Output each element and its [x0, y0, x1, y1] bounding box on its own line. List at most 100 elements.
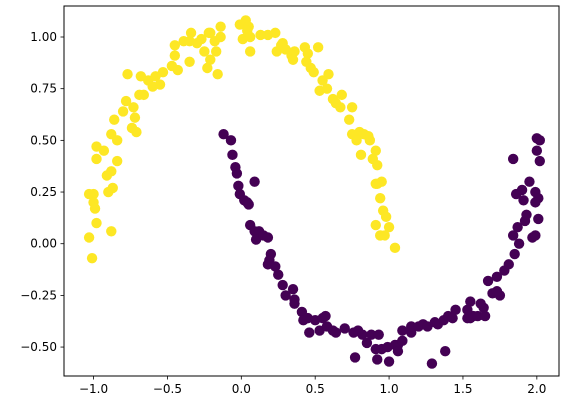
data-point-class-1	[157, 66, 169, 78]
data-point-class-0	[227, 149, 238, 161]
data-point-class-0	[482, 275, 494, 287]
data-point-class-1	[372, 178, 383, 189]
data-point-class-0	[397, 335, 408, 347]
data-point-class-1	[91, 217, 102, 229]
x-axis: −1.0 −0.5 0.0 0.5 1.0 1.5 2.0	[79, 376, 546, 396]
data-point-class-0	[491, 286, 503, 297]
y-tick-label: 0.75	[30, 82, 57, 96]
x-tick-label: −0.5	[153, 382, 182, 396]
x-tick-label: 0.5	[306, 382, 325, 396]
data-point-class-0	[392, 346, 404, 357]
data-point-class-0	[249, 176, 260, 187]
data-point-class-1	[101, 170, 113, 181]
data-point-class-0	[475, 298, 486, 309]
data-point-class-1	[244, 46, 256, 57]
data-point-class-1	[270, 27, 281, 39]
data-point-class-1	[312, 42, 324, 53]
data-point-class-0	[287, 283, 299, 295]
data-point-class-0	[357, 329, 368, 340]
data-point-class-1	[117, 106, 129, 117]
data-point-class-0	[349, 352, 361, 363]
data-point-class-0	[447, 312, 458, 324]
data-point-class-1	[83, 232, 95, 243]
data-point-class-0	[233, 180, 244, 192]
data-point-class-1	[370, 145, 381, 156]
data-point-class-1	[380, 211, 392, 223]
data-point-class-1	[308, 66, 319, 78]
data-point-class-0	[320, 310, 331, 322]
data-point-class-1	[355, 149, 367, 161]
data-point-class-0	[479, 310, 491, 322]
data-point-class-1	[215, 21, 226, 32]
data-point-class-0	[491, 271, 503, 282]
data-point-class-1	[89, 203, 101, 214]
x-tick-label: −1.0	[79, 382, 108, 396]
data-point-class-1	[166, 60, 178, 72]
data-point-class-0	[339, 323, 350, 334]
y-axis: −0.50 −0.25 0.00 0.25 0.50 0.75 1.00	[20, 30, 64, 354]
axes-frame	[63, 5, 560, 377]
data-points	[83, 15, 545, 369]
data-point-class-0	[406, 321, 417, 332]
x-tick-label: 1.0	[380, 382, 399, 396]
data-point-class-1	[128, 102, 139, 113]
data-point-class-0	[397, 325, 408, 336]
data-point-class-1	[129, 112, 141, 123]
data-point-class-0	[465, 296, 476, 307]
data-point-class-1	[120, 95, 132, 107]
data-point-class-1	[203, 27, 215, 39]
data-point-class-1	[111, 135, 123, 146]
data-point-class-1	[91, 153, 102, 165]
data-point-class-0	[503, 259, 514, 270]
x-tick-label: 1.5	[453, 382, 472, 396]
data-point-class-0	[534, 155, 545, 167]
data-point-class-1	[379, 230, 390, 241]
data-point-class-1	[375, 193, 386, 204]
data-point-class-1	[122, 69, 133, 80]
data-point-class-0	[524, 176, 535, 187]
data-point-class-0	[440, 346, 451, 357]
data-point-class-0	[462, 304, 473, 316]
data-point-class-0	[372, 354, 383, 365]
data-point-class-1	[111, 155, 123, 167]
data-point-class-1	[383, 221, 395, 233]
data-point-class-1	[351, 135, 362, 146]
data-point-class-0	[472, 310, 483, 322]
data-point-class-0	[531, 145, 543, 156]
data-point-class-1	[107, 182, 118, 194]
data-point-class-0	[516, 184, 528, 196]
data-point-class-1	[335, 102, 346, 113]
data-point-class-1	[287, 54, 299, 65]
data-point-class-1	[196, 33, 207, 45]
data-point-class-1	[321, 83, 333, 94]
data-point-class-0	[270, 261, 281, 272]
data-point-class-0	[533, 213, 544, 225]
data-point-class-0	[225, 135, 237, 146]
data-point-class-0	[373, 329, 384, 340]
data-point-class-1	[343, 114, 355, 125]
x-tick-label: 2.0	[527, 382, 546, 396]
data-point-class-1	[83, 188, 95, 200]
y-tick-label: 1.00	[30, 30, 57, 44]
data-point-class-1	[370, 219, 381, 231]
data-point-class-1	[185, 27, 197, 39]
data-point-class-0	[426, 358, 438, 369]
data-point-class-1	[302, 48, 314, 59]
data-point-class-0	[304, 327, 315, 338]
data-point-class-1	[255, 29, 266, 41]
data-point-class-0	[530, 197, 541, 208]
data-point-class-1	[244, 31, 256, 43]
data-point-class-0	[518, 195, 529, 206]
data-point-class-1	[389, 242, 401, 254]
data-point-class-0	[534, 135, 545, 146]
data-point-class-1	[210, 46, 222, 57]
data-point-class-1	[86, 252, 98, 264]
y-tick-label: −0.50	[20, 340, 57, 354]
data-point-class-1	[336, 89, 347, 101]
data-point-class-1	[131, 126, 142, 138]
data-point-class-1	[169, 50, 181, 61]
data-point-class-0	[277, 279, 288, 291]
y-tick-label: 0.25	[30, 185, 57, 199]
